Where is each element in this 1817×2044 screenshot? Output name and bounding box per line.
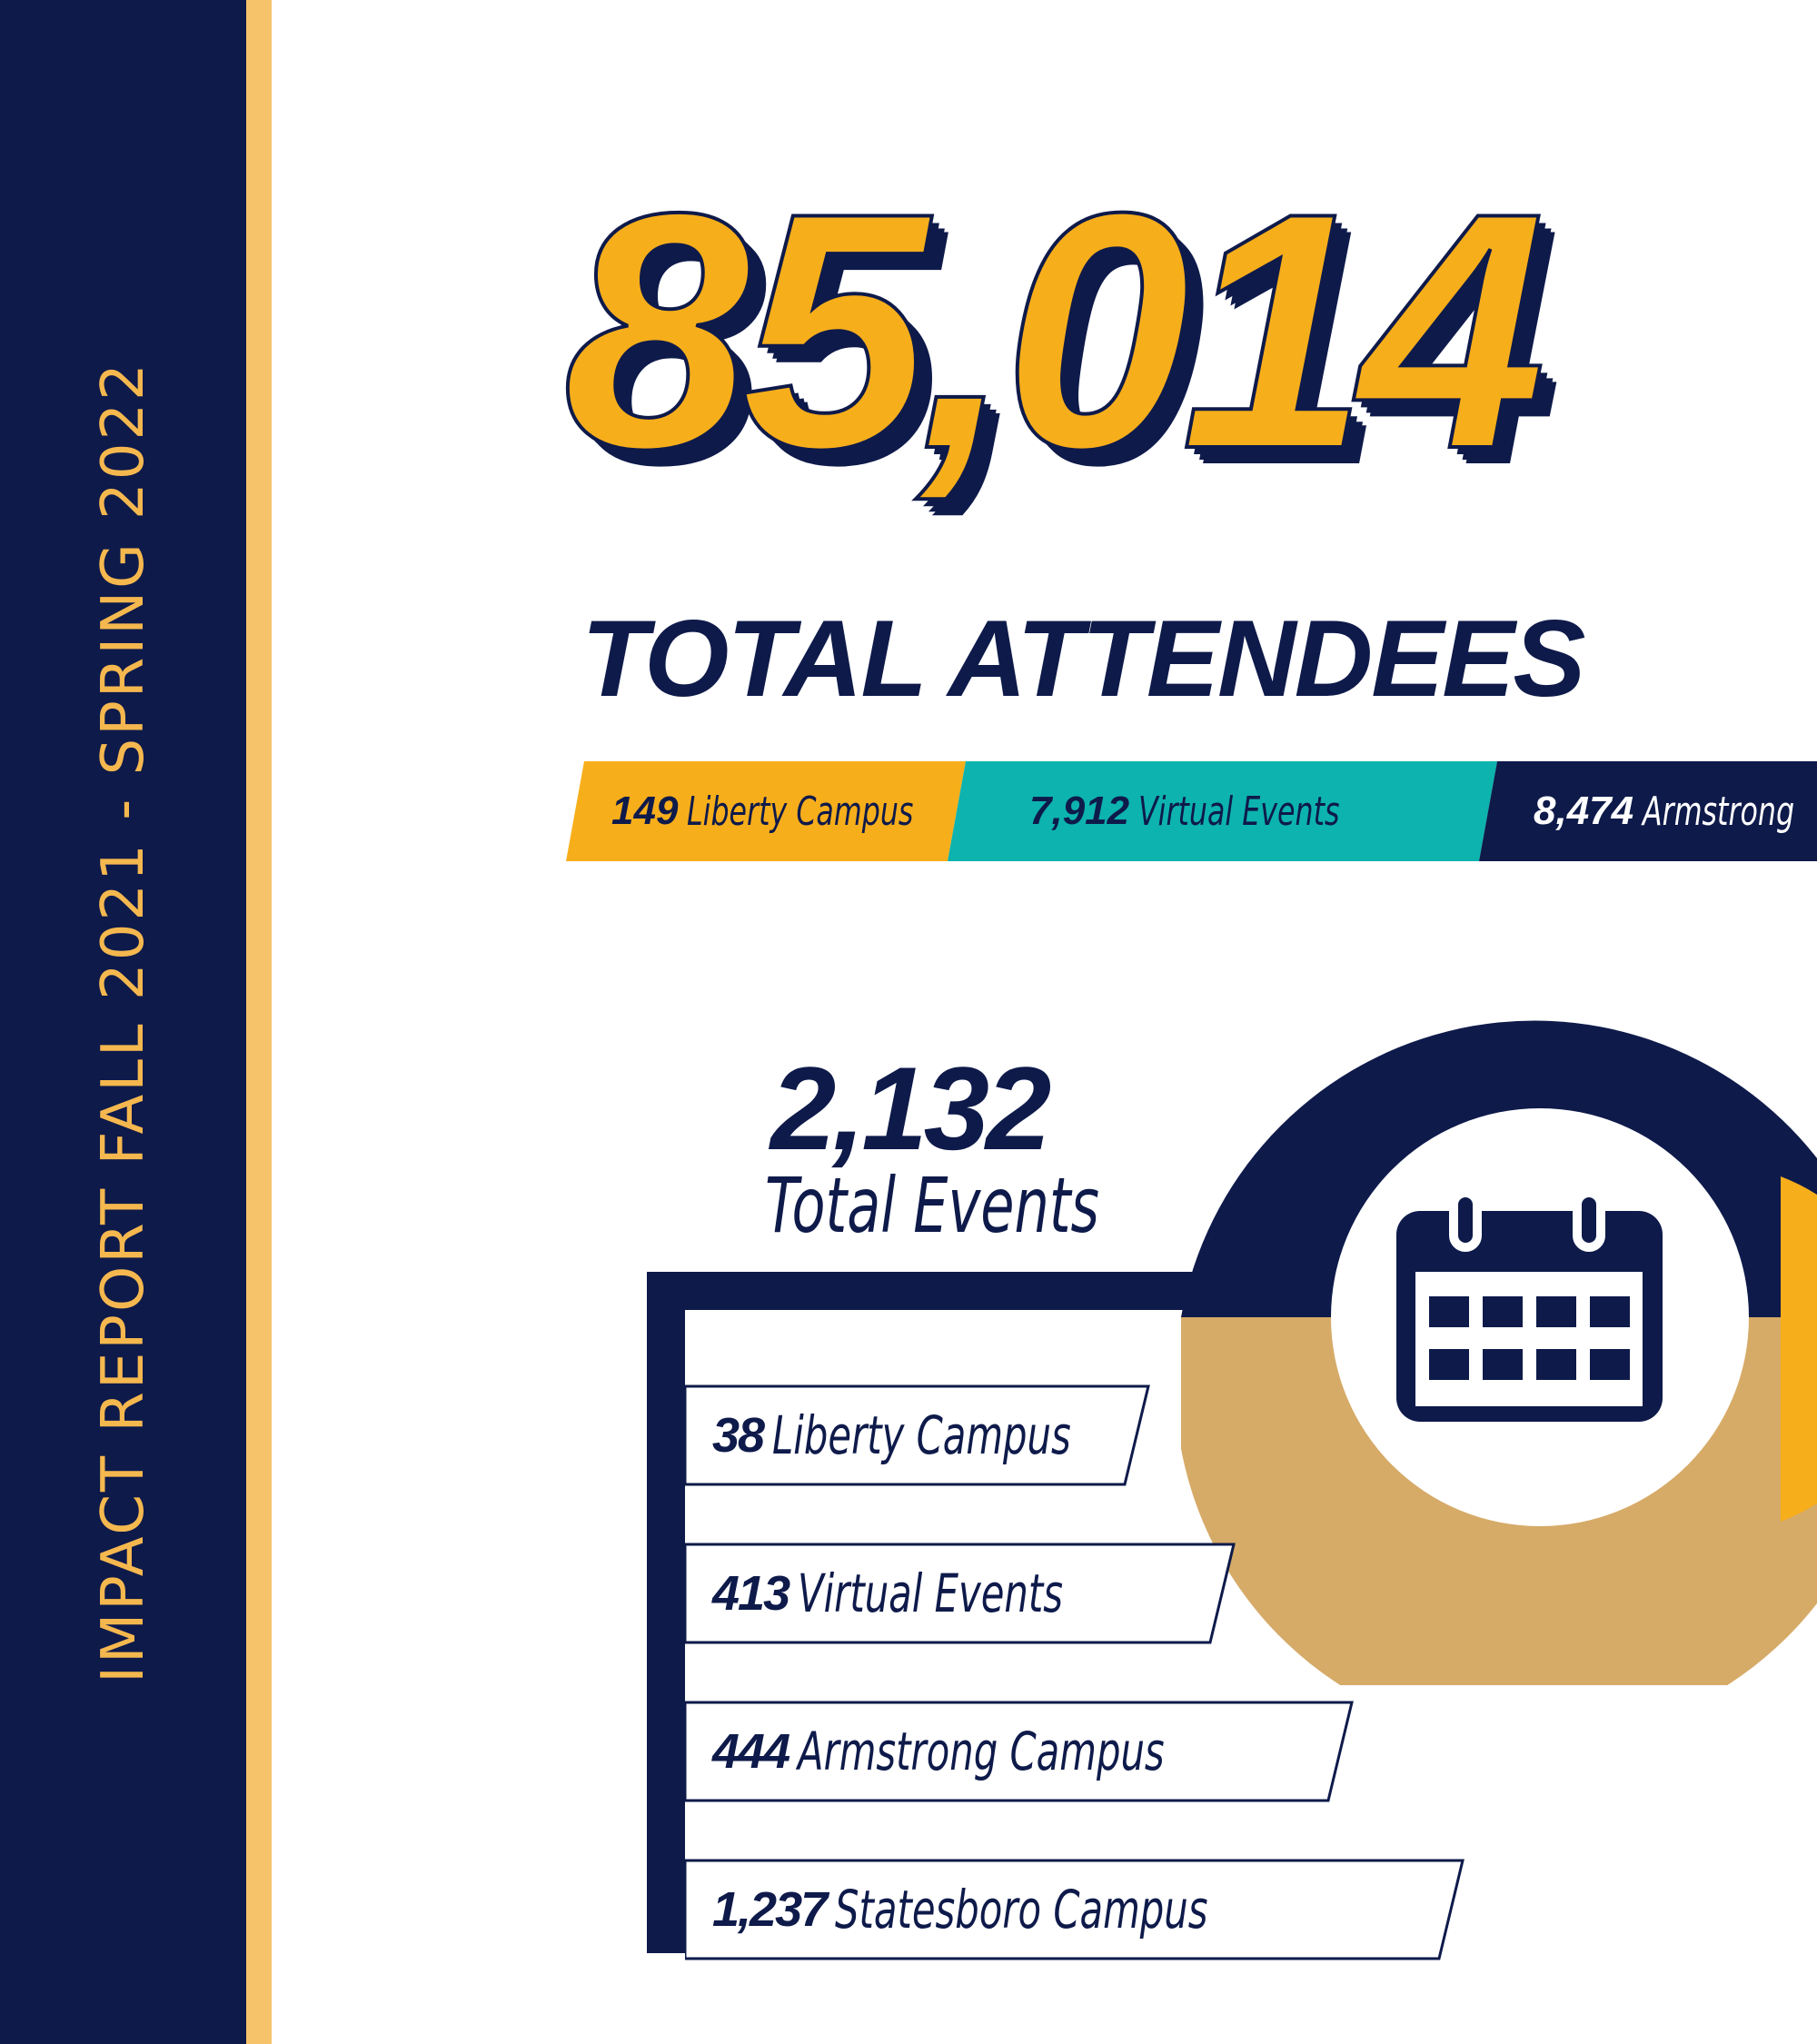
total-events-number: 2,132: [770, 1042, 1051, 1175]
attendance-breakdown-bar: 149 Liberty Campus 7,912 Virtual Events …: [566, 761, 1817, 861]
donut-gold-arc: [1781, 1176, 1817, 1522]
report-title: IMPACT REPORT FALL 2021 - SPRING 2022: [90, 361, 157, 1683]
attendance-virtual-value: 7,912: [1029, 789, 1130, 833]
event-row-statesboro: 1,237 Statesboro Campus: [685, 1859, 1468, 1960]
attendance-liberty-value: 149: [611, 789, 679, 833]
attendance-segment-liberty: 149 Liberty Campus: [566, 761, 966, 861]
event-virtual-label: Virtual Events: [798, 1563, 1064, 1624]
event-armstrong-label: Armstrong Campus: [798, 1721, 1165, 1782]
attendance-liberty-label: Liberty Campus: [687, 788, 914, 835]
sidebar-accent-stripe: [246, 0, 272, 2044]
total-attendees-label: TOTAL ATTENDEES: [581, 598, 1585, 719]
attendance-virtual-label: Virtual Events: [1138, 788, 1340, 835]
event-liberty-label: Liberty Campus: [772, 1404, 1071, 1466]
attendance-segment-virtual: 7,912 Virtual Events: [948, 761, 1497, 861]
events-breakdown-frame: [647, 1272, 1228, 1953]
events-donut: [1181, 1020, 1817, 1685]
event-row-liberty: 38 Liberty Campus: [685, 1384, 1154, 1486]
event-virtual-value: 413: [712, 1566, 790, 1621]
calendar-icon: [1396, 1188, 1663, 1422]
total-events-label: Total Events: [765, 1161, 1100, 1250]
event-row-outline: [685, 1859, 1465, 1960]
event-armstrong-value: 444: [712, 1724, 790, 1779]
event-row-outline: [685, 1543, 1236, 1644]
event-row-armstrong: 444 Armstrong Campus: [685, 1701, 1357, 1802]
event-liberty-value: 38: [712, 1408, 765, 1463]
event-statesboro-label: Statesboro Campus: [835, 1879, 1208, 1940]
attendance-armstrong-value: 8,474: [1534, 789, 1634, 833]
total-attendees-number: 85,014: [561, 144, 1548, 519]
attendance-armstrong-label: Armstrong: [1643, 788, 1795, 835]
event-statesboro-value: 1,237: [712, 1882, 828, 1937]
event-row-outline: [685, 1701, 1354, 1802]
event-row-outline: [685, 1384, 1150, 1486]
event-row-virtual: 413 Virtual Events: [685, 1543, 1239, 1644]
attendance-segment-armstrong: 8,474 Armstrong: [1479, 761, 1817, 861]
sidebar: IMPACT REPORT FALL 2021 - SPRING 2022: [0, 0, 246, 2044]
